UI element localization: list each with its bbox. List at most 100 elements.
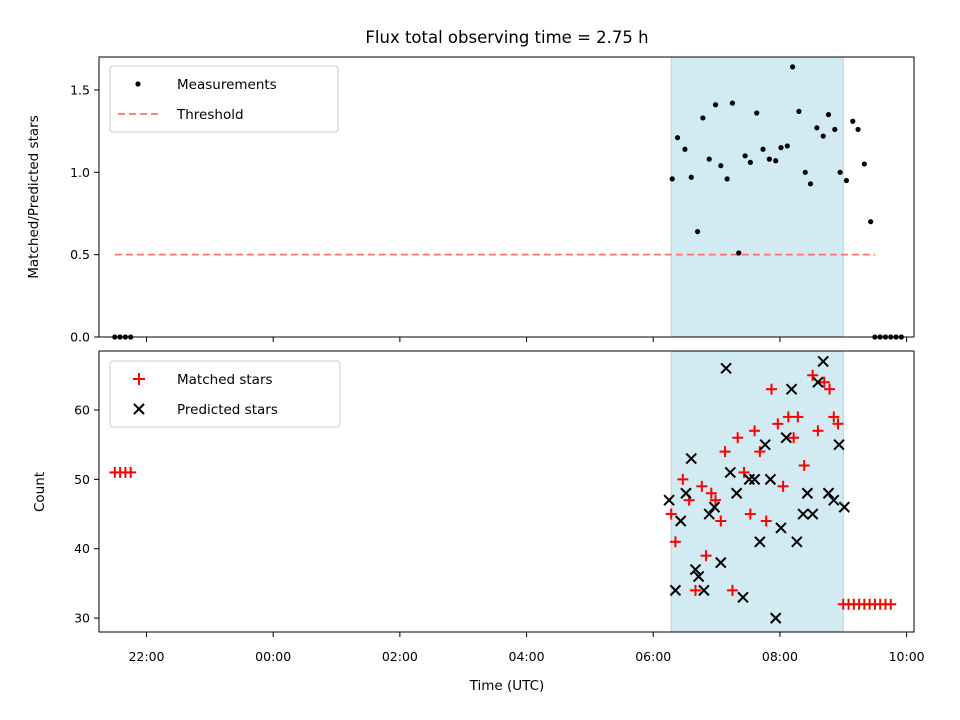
top-y-tick-label: 1.0 [70,165,90,180]
predicted-star-marker-b [715,556,727,569]
predicted-star-point [812,376,824,388]
measurement-point [855,126,861,133]
bottom-axes-frame [98,350,915,633]
predicted-star-marker-b [806,508,819,520]
top-y-axis: 0.0 0.5 1.0 1.5 [70,82,99,345]
measurement-point [718,163,724,169]
matched-star-point [696,480,708,492]
predicted-star-marker-b [797,508,809,520]
matched-star-point [705,487,717,499]
matched-star-point [760,515,772,527]
predicted-star-point [759,438,771,451]
predicted-star-marker-b [822,487,835,499]
predicted-star-marker-b [730,487,743,499]
bottom-x-axis: 22:00 00:00 02:00 04:00 06:00 08:00 10:00 [128,632,925,664]
predicted-stars-series [663,355,851,624]
matched-star-point [732,432,744,444]
top-axes-frame [98,56,915,338]
predicted-star-point [801,487,814,499]
predicted-star-point [769,612,782,624]
legend-measurements-marker [135,81,141,87]
predicted-star-point [698,584,710,597]
predicted-star-point [806,508,819,520]
predicted-star-marker-b [775,522,787,534]
predicted-star-marker-b [692,570,705,583]
matched-stars-series [109,369,897,610]
bottom-panel: 30 40 50 60 22:00 00:00 02:00 04:00 06:00 08:00 1… [32,350,925,694]
predicted-star-point [685,452,697,465]
predicted-star-point [720,362,732,375]
predicted-star-marker-b [680,487,692,499]
predicted-star-marker-b [720,362,732,375]
matched-star-point [765,383,777,395]
bottom-y-tick-label: 30 [74,611,90,626]
measurements-series [112,64,904,340]
matched-star-point [777,480,789,492]
matched-star-point [832,418,844,430]
measurement-point [820,133,826,139]
predicted-star-marker-b [754,536,766,548]
measurement-point [784,143,790,149]
bottom-x-tick-label: 10:00 [889,649,925,664]
predicted-star-marker-b [838,501,851,513]
predicted-star-point [703,508,715,520]
legend-predicted-marker [133,403,145,415]
matched-star-point [715,515,727,527]
matched-star-point [726,584,738,596]
predicted-star-marker-b [724,466,737,479]
predicted-star-point [775,522,787,534]
measurement-point [814,125,820,131]
predicted-star-point [730,487,743,499]
measurement-point [700,115,706,121]
matched-star-point [125,466,137,478]
measurement-point [706,156,712,162]
matched-star-point [828,411,840,423]
bottom-x-tick-label: 00:00 [255,649,291,664]
matched-star-point [738,466,750,478]
measurement-point [729,100,736,106]
bottom-y-tick-label: 60 [74,402,90,417]
measurement-point [688,174,694,180]
predicted-star-marker-b [669,584,682,597]
bottom-y-tick-label: 40 [74,541,90,556]
bottom-x-tick-label: 02:00 [382,649,418,664]
matched-star-point [807,369,819,381]
measurement-point [742,153,748,159]
top-shaded-band [670,56,844,338]
matched-star-point [788,432,800,444]
predicted-star-marker-b [764,473,777,486]
measurement-point [712,102,719,108]
predicted-star-point [669,584,682,597]
measurement-point [789,64,796,70]
matched-star-point [812,425,824,437]
legend-matched-marker [133,373,145,385]
matched-star-point [818,376,830,388]
measurement-point [807,181,814,187]
matched-star-point [665,508,677,520]
legend-matched-label: Matched stars [177,372,273,388]
measurement-point [861,161,867,167]
top-legend-box [109,65,339,133]
matched-star-point [824,383,836,395]
matched-star-point [782,411,794,423]
matched-star-point [710,494,722,506]
predicted-star-point [708,501,721,513]
top-y-tick-label: 0.5 [70,247,90,262]
top-y-tick-label: 1.5 [70,82,90,97]
measurement-point [760,146,766,152]
measurement-point [850,118,856,124]
predicted-star-marker-b [685,452,697,465]
predicted-star-marker-b [748,473,761,486]
measurement-point [778,144,784,151]
matched-star-point [744,508,756,520]
measurement-point [694,228,701,235]
bottom-x-tick-label: 06:00 [635,649,671,664]
predicted-star-point [764,473,777,486]
matched-star-point [754,446,766,458]
measurement-point [754,110,760,116]
measurement-point [669,176,675,182]
predicted-star-point [692,570,705,583]
predicted-star-marker-b [663,494,675,506]
legend-measurements-label: Measurements [177,77,277,93]
